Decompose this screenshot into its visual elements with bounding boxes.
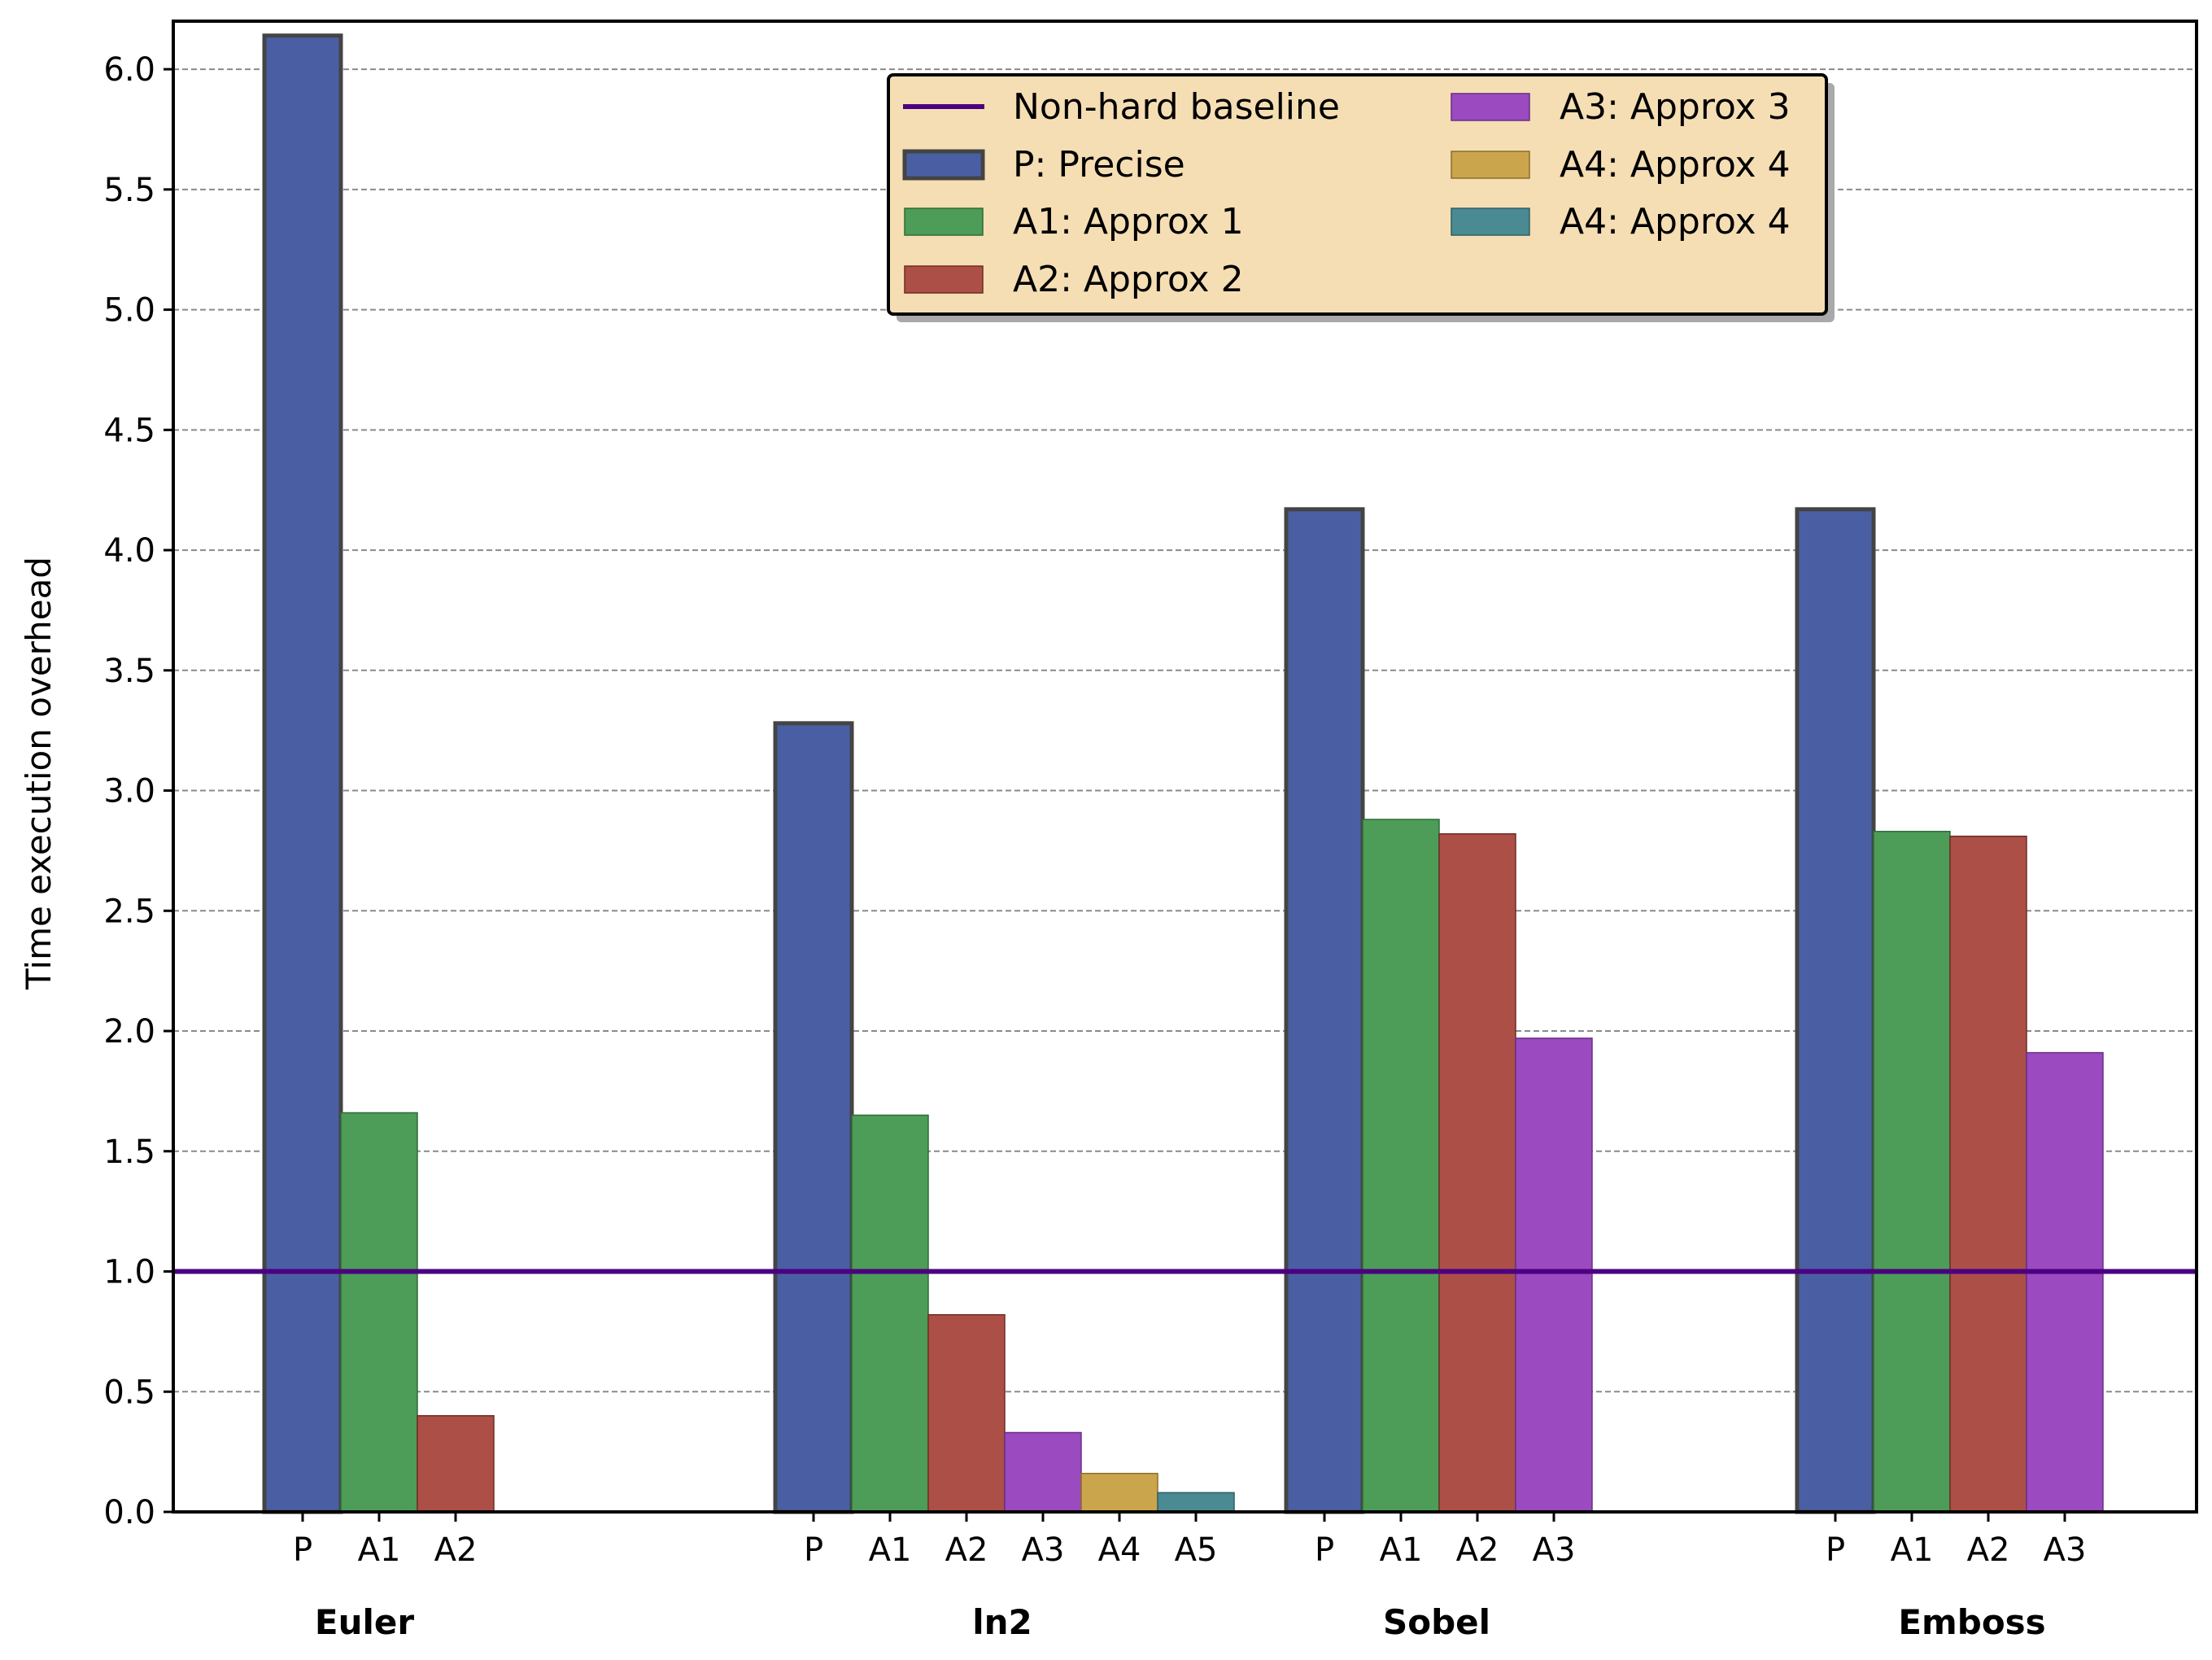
group-label-emboss: Emboss xyxy=(1898,1602,2045,1642)
x-tick-label: A3 xyxy=(1022,1531,1065,1569)
legend-box xyxy=(887,73,1828,316)
y-tick-label: 5.5 xyxy=(103,172,155,209)
x-tick-label: A2 xyxy=(1456,1531,1499,1569)
y-tick-label: 1.5 xyxy=(103,1134,155,1171)
legend-label: A2: Approx 2 xyxy=(1013,259,1244,300)
y-tick-label: 4.0 xyxy=(103,532,155,570)
bar-emboss-a1 xyxy=(1873,831,1951,1513)
x-tick-label: P xyxy=(804,1531,823,1569)
x-tick-label: A4 xyxy=(1098,1531,1141,1569)
bar-ln2-a2 xyxy=(927,1313,1006,1513)
x-tick-label: A5 xyxy=(1175,1531,1218,1569)
x-tick-label: A2 xyxy=(945,1531,988,1569)
group-label-euler: Euler xyxy=(315,1602,414,1642)
x-tick-label: A3 xyxy=(1533,1531,1576,1569)
bar-ln2-a5 xyxy=(1157,1492,1235,1513)
bar-emboss-p xyxy=(1795,507,1876,1514)
bar-euler-a1 xyxy=(340,1112,418,1513)
x-tick-label: A1 xyxy=(358,1531,401,1569)
x-tick-label: A2 xyxy=(1967,1531,2010,1569)
legend-label: A1: Approx 1 xyxy=(1013,201,1244,242)
legend-label: A3: Approx 3 xyxy=(1560,86,1791,128)
y-tick-label: 2.5 xyxy=(103,893,155,930)
legend-label: A4: Approx 4 xyxy=(1560,201,1791,242)
y-tick-label: 1.0 xyxy=(103,1254,155,1291)
bars xyxy=(262,33,2104,1514)
y-axis-label: Time execution overhead xyxy=(19,557,59,990)
bar-ln2-p xyxy=(773,721,854,1514)
group-label-sobel: Sobel xyxy=(1383,1602,1490,1642)
x-tick-label: A1 xyxy=(869,1531,912,1569)
y-tick-label: 0.5 xyxy=(103,1374,155,1411)
legend-swatch xyxy=(1451,151,1530,179)
bar-ln2-a4 xyxy=(1080,1472,1158,1513)
y-tick-label: 6.0 xyxy=(103,51,155,89)
x-tick-label: A3 xyxy=(2044,1531,2087,1569)
tick-labels: 0.0 0.5 1.0 1.5 2.0 2.5 3.0 3.5 4.0 4.5 5.0 5.5 6.0 P… xyxy=(103,51,2086,1642)
x-tick-label: P xyxy=(293,1531,312,1569)
legend-swatch xyxy=(1451,93,1530,121)
x-tick-label: A2 xyxy=(434,1531,478,1569)
legend-label: P: Precise xyxy=(1013,144,1185,186)
legend: Non-hard baseline P: Precise A1: Approx 1 A… xyxy=(887,73,1835,322)
y-tick-label: 4.5 xyxy=(103,412,155,449)
legend-label: A4: Approx 4 xyxy=(1560,144,1791,186)
bar-ln2-a3 xyxy=(1004,1431,1082,1513)
y-tick-label: 5.0 xyxy=(103,292,155,330)
legend-swatch xyxy=(904,265,984,294)
x-tick-label: P xyxy=(1315,1531,1334,1569)
axes xyxy=(164,20,2198,1522)
legend-swatch xyxy=(902,149,985,181)
bar-euler-a2 xyxy=(417,1415,495,1513)
bar-euler-p xyxy=(262,33,343,1514)
bar-sobel-a2 xyxy=(1438,832,1516,1513)
bar-sobel-a1 xyxy=(1362,819,1440,1513)
bar-sobel-p xyxy=(1284,507,1365,1514)
legend-label: Non-hard baseline xyxy=(1013,86,1340,128)
bar-ln2-a1 xyxy=(851,1114,929,1513)
legend-swatch xyxy=(1451,208,1530,236)
legend-swatch xyxy=(904,208,984,236)
y-tick-label: 3.5 xyxy=(103,653,155,690)
y-tick-label: 3.0 xyxy=(103,773,155,810)
bar-sobel-a3 xyxy=(1515,1038,1593,1513)
y-tick-label: 0.0 xyxy=(103,1494,155,1531)
bar-emboss-a3 xyxy=(2026,1051,2104,1513)
group-label-ln2: ln2 xyxy=(972,1602,1032,1642)
plot-frame xyxy=(172,20,2198,1514)
x-tick-label: A1 xyxy=(1380,1531,1423,1569)
x-tick-label: P xyxy=(1826,1531,1845,1569)
y-tick-label: 2.0 xyxy=(103,1013,155,1051)
bar-emboss-a2 xyxy=(1949,835,2027,1513)
x-tick-label: A1 xyxy=(1891,1531,1934,1569)
